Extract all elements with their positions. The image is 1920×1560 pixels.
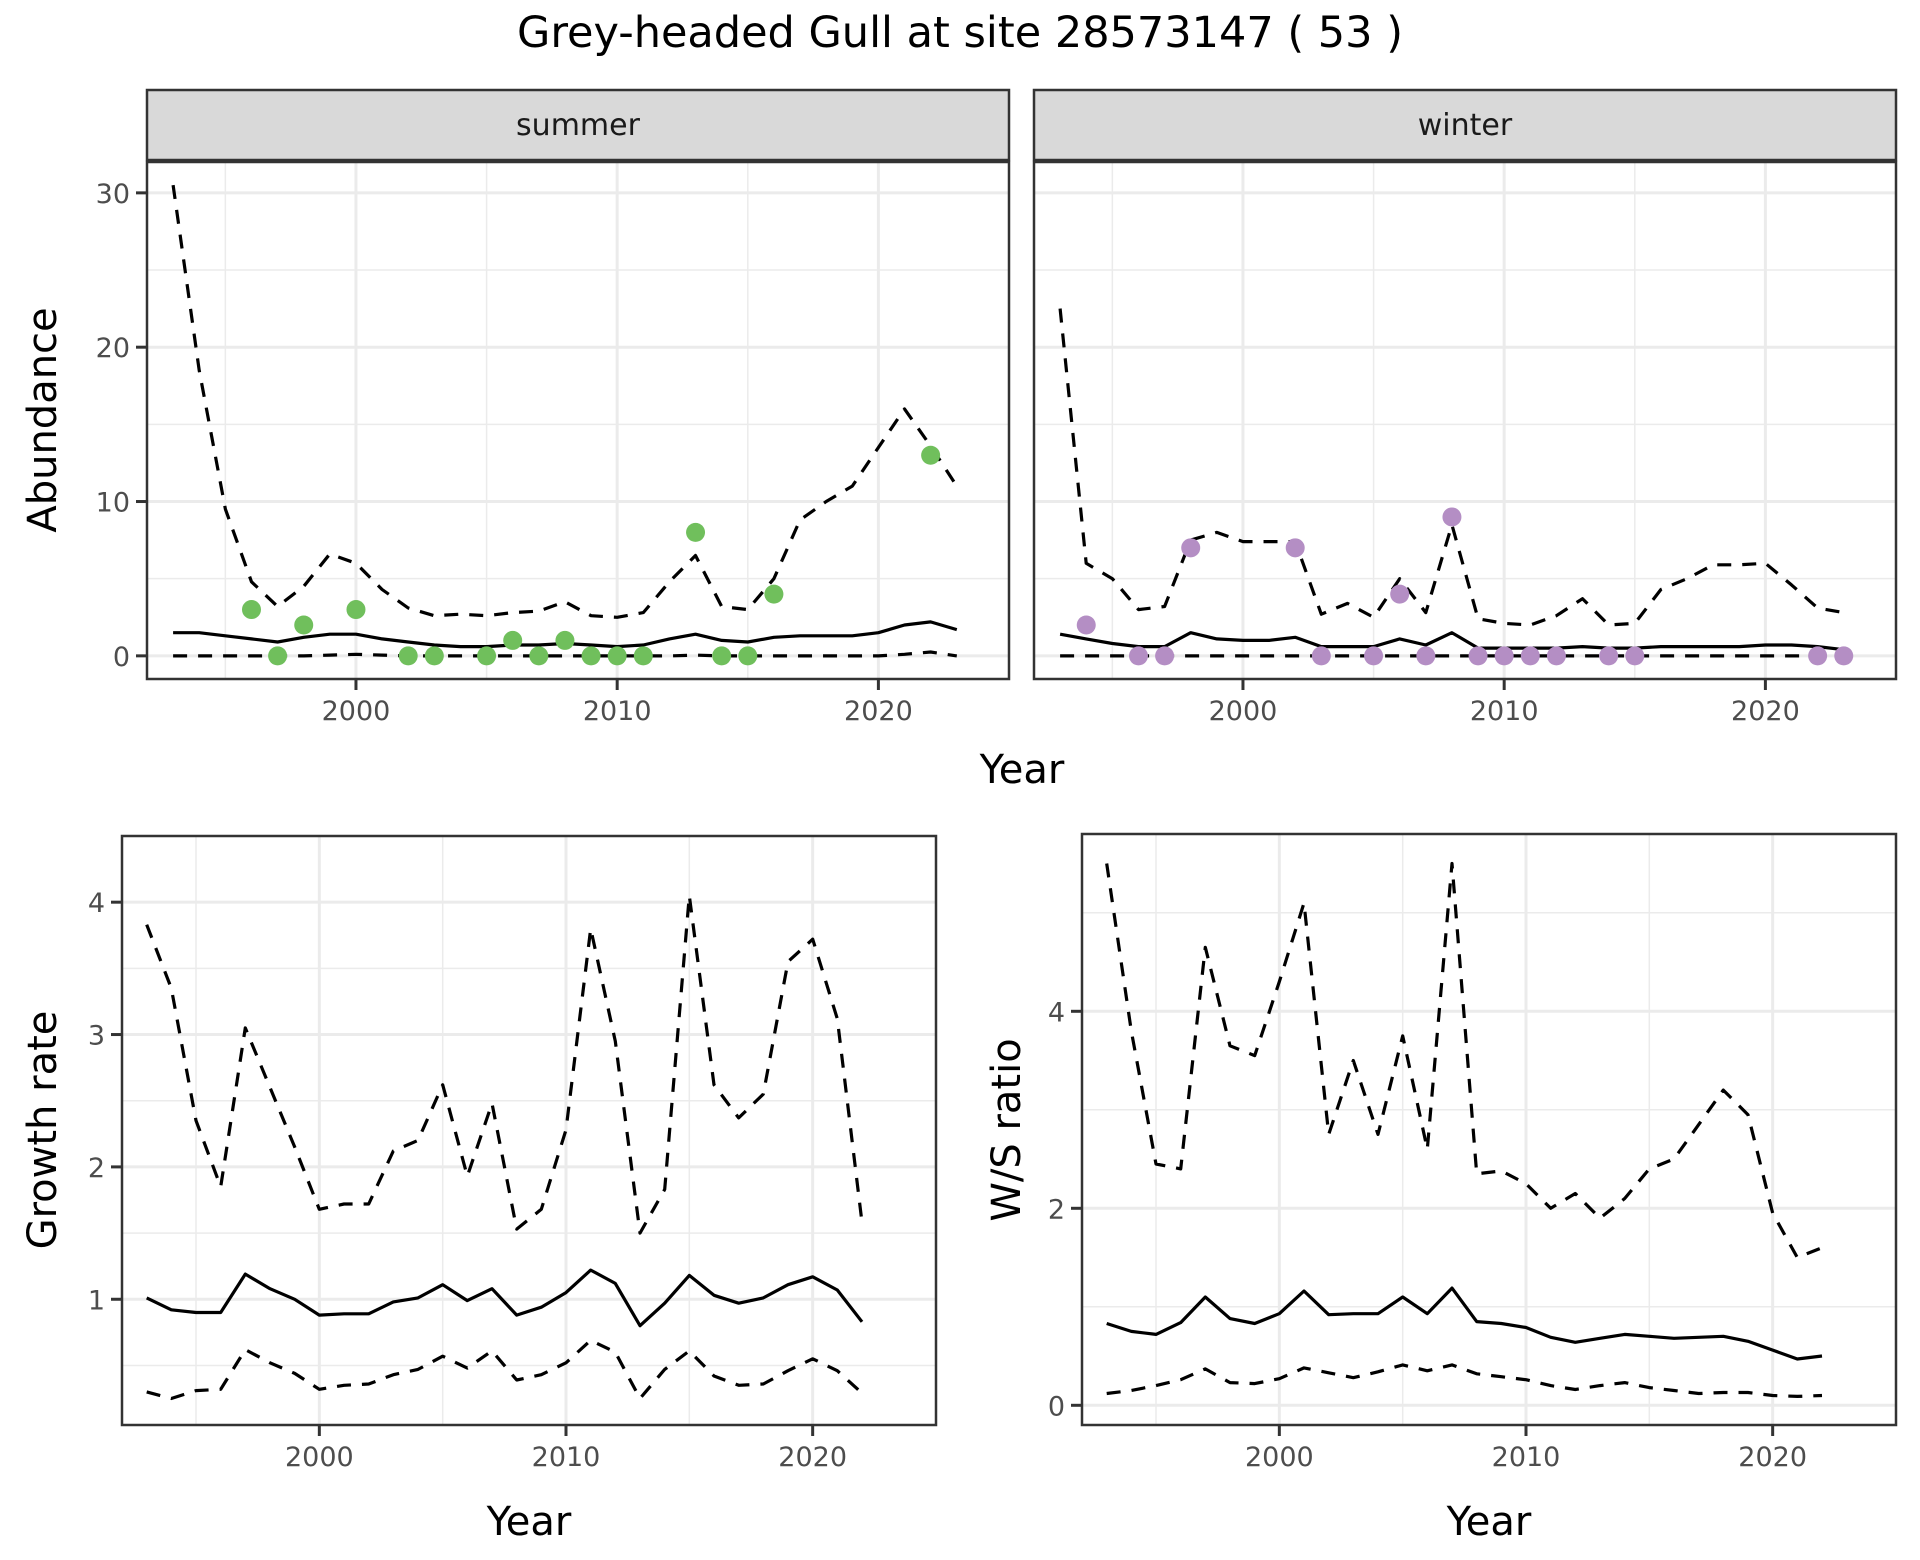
x-tick-label: 2000	[285, 1442, 354, 1473]
data-point	[607, 646, 627, 666]
x-tick-label: 2020	[844, 696, 913, 727]
strip-winter	[1032, 88, 1898, 162]
data-point	[1625, 646, 1645, 666]
y-axis-title-ws: W/S ratio	[984, 1038, 1030, 1221]
x-tick-label: 2010	[532, 1442, 601, 1473]
plot-background	[147, 162, 1009, 679]
x-axis-title-ws: Year	[1446, 1499, 1532, 1545]
data-point	[764, 584, 784, 604]
x-tick-label: 2000	[1245, 1442, 1314, 1473]
data-point	[1834, 646, 1854, 666]
data-point	[1128, 646, 1148, 666]
data-point	[1546, 646, 1566, 666]
series-line-upper	[1105, 861, 1823, 1260]
plot-background	[122, 836, 936, 1425]
series-line-upper	[171, 184, 959, 619]
y-tick-label: 0	[113, 642, 130, 673]
data-point	[1520, 646, 1540, 666]
y-tick-label: 3	[88, 1021, 105, 1052]
data-point	[1468, 646, 1488, 666]
series-line-lower	[173, 650, 958, 658]
data-point	[581, 646, 601, 666]
series-line-upper	[145, 893, 864, 1235]
series-line-fit	[1059, 631, 1844, 652]
data-point	[1442, 507, 1462, 527]
plot-background	[1034, 162, 1896, 679]
x-tick-label: 2020	[778, 1442, 847, 1473]
x-axis-title-top: Year	[979, 747, 1065, 793]
y-tick-label: 4	[88, 888, 105, 919]
data-point	[241, 600, 261, 620]
data-point	[1076, 615, 1096, 635]
data-point	[268, 646, 288, 666]
data-point	[1364, 646, 1384, 666]
x-tick-label: 2010	[1470, 696, 1539, 727]
y-tick-label: 2	[88, 1153, 105, 1184]
data-point	[1155, 646, 1175, 666]
series-line-fit	[146, 1268, 864, 1328]
series-line-lower	[1106, 1363, 1823, 1399]
panel-border	[145, 160, 1011, 681]
data-point	[1599, 646, 1619, 666]
data-point	[1494, 646, 1514, 666]
x-tick-label: 2000	[322, 696, 391, 727]
data-point	[294, 615, 314, 635]
plot-background	[1082, 834, 1896, 1425]
data-point	[503, 630, 523, 650]
data-point	[1181, 538, 1201, 558]
x-tick-label: 2010	[1492, 1442, 1561, 1473]
data-point	[555, 630, 575, 650]
x-tick-label: 2010	[583, 696, 652, 727]
strip-label-summer: summer	[516, 108, 641, 143]
data-point	[529, 646, 549, 666]
y-tick-label: 1	[88, 1285, 105, 1316]
y-tick-label: 20	[96, 333, 130, 364]
panel-border	[1032, 160, 1898, 681]
panel-winter: winter 2000 2010 2020	[1032, 88, 1898, 727]
y-tick-label: 4	[1048, 997, 1065, 1028]
y-axis-title-abundance: Abundance	[20, 307, 66, 532]
data-point	[686, 522, 706, 542]
y-tick-label: 2	[1048, 1194, 1065, 1225]
data-point	[346, 600, 366, 620]
chart-title: Grey-headed Gull at site 28573147 ( 53 )	[517, 8, 1403, 58]
data-point	[1285, 538, 1305, 558]
data-point	[633, 646, 653, 666]
data-point	[738, 646, 758, 666]
data-point	[477, 646, 497, 666]
x-axis-title-growth: Year	[486, 1499, 572, 1545]
data-point	[1808, 646, 1828, 666]
panel-border	[120, 834, 938, 1427]
y-axis-title-growth: Growth rate	[20, 1011, 66, 1250]
panel-summer: summer 2000 2010 2020 0 10 20 30	[96, 88, 1011, 727]
x-tick-label: 2020	[1738, 1442, 1807, 1473]
panel-growth-rate: 2000 2010 2020 1 2 3 4	[88, 834, 938, 1473]
data-point	[1311, 646, 1331, 666]
strip-label-winter: winter	[1418, 108, 1513, 143]
data-point	[1416, 646, 1436, 666]
x-tick-label: 2020	[1731, 696, 1800, 727]
series-line-fit	[1106, 1286, 1823, 1361]
y-tick-label: 30	[96, 179, 130, 210]
data-point	[1390, 584, 1410, 604]
panel-ws-ratio: 2000 2010 2020 0 2 4	[1048, 832, 1898, 1473]
series-line-lower	[146, 1338, 864, 1401]
y-tick-label: 10	[96, 488, 130, 519]
data-point	[424, 646, 444, 666]
data-point	[921, 445, 941, 465]
data-point	[398, 646, 418, 666]
strip-summer	[145, 88, 1011, 162]
x-tick-label: 2000	[1209, 696, 1278, 727]
panel-border	[1080, 832, 1898, 1427]
data-point	[712, 646, 732, 666]
y-tick-label: 0	[1048, 1391, 1065, 1422]
